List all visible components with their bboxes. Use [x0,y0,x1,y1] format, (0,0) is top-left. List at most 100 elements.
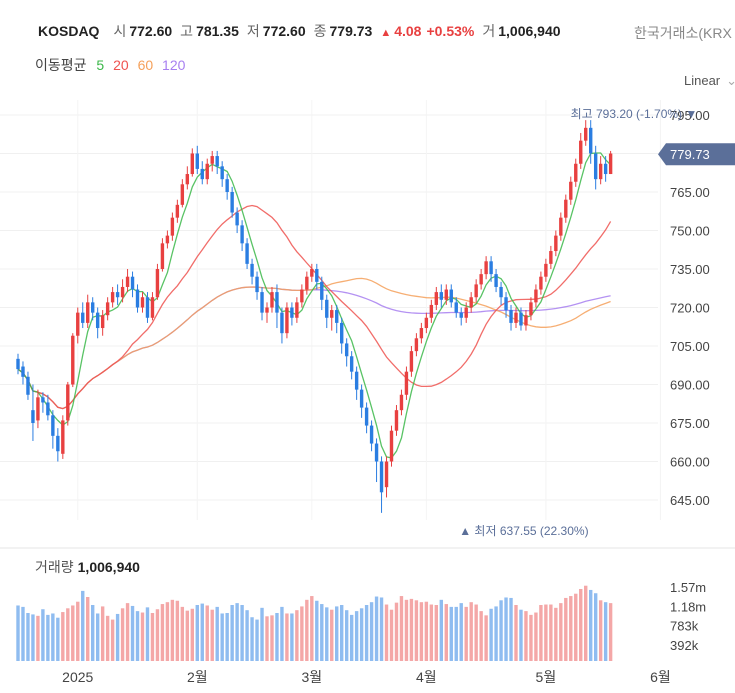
volume-bar [21,606,25,661]
symbol-name[interactable]: KOSDAQ [38,23,100,39]
volume-bar [86,597,90,661]
volume-tick-label: 783k [670,619,699,634]
volume-bar [464,606,468,661]
volume-bar [608,603,613,661]
candle-body [459,312,463,318]
volume-bar [81,590,85,661]
volume-bar [105,615,110,661]
volume-bar [61,612,65,661]
volume-bar [489,608,493,661]
volume-bar [454,606,458,661]
candle-body [170,217,175,236]
volume-bar [524,611,528,661]
candle-body [364,407,369,426]
candle-body [215,156,219,167]
volume-bar [479,611,483,661]
volume-bar [434,605,439,661]
volume-bar [325,607,329,661]
candle-body [409,351,414,372]
volume-bar [135,611,140,661]
candle-body [335,310,339,323]
volume-bar [175,600,180,661]
candle-body [344,343,349,357]
candle-body [41,397,45,403]
price-tick-label: 690.00 [670,378,710,393]
candle-body [220,166,224,180]
price-tick-label: 750.00 [670,224,710,239]
scale-mode-label: Linear [684,73,721,88]
volume-bar [519,609,523,661]
low-label: 저 [246,23,260,39]
change-up-icon: ▲ [380,27,392,39]
moving-average-legend[interactable]: 이동평균 5 20 60 120 [35,55,185,75]
candle-body [569,181,573,200]
candle-body [554,235,558,252]
candle-body [255,276,259,293]
volume-bar [215,606,219,661]
volume-value: 1,006,940 [498,23,561,39]
candle-body [564,199,568,218]
volume-bar [51,613,55,661]
candle-body [270,292,274,308]
volume-bar [265,616,269,661]
candle-body [603,163,608,175]
x-tick-label: 2025 [62,669,93,685]
candle-body [160,243,165,269]
volume-bar [185,610,190,661]
volume-bar [598,600,603,661]
ma-5-label: 5 [96,57,105,73]
last-price-tag [658,143,735,166]
candle-body [354,371,359,390]
volume-bar [170,599,175,661]
ma-60-line [17,277,611,410]
candle-body [330,310,334,318]
price-tick-label: 720.00 [670,301,710,316]
chevron-down-icon: ⌄ [726,73,735,88]
volume-bar [250,617,254,661]
volume-bar [310,596,314,661]
candle-body [235,212,239,226]
candle-body [444,289,448,300]
candle-body [369,425,374,444]
high-price-marker: 최고 793.20 (-1.70%) ▼ [571,107,698,121]
candle-body [175,204,180,218]
candle-body [91,302,95,313]
candle-body [145,297,150,318]
scale-mode-dropdown[interactable]: Linear ⌄ [684,73,735,89]
candle-body [539,276,543,290]
volume-bar [41,609,45,661]
candle-body [230,192,234,213]
volume-bar [125,603,130,661]
high-label: 고 [180,23,194,39]
candle-body [310,269,314,277]
volume-bar [384,604,389,661]
volume-bar [115,613,120,661]
candle-body [115,292,120,298]
chart-header: KOSDAQ 시 772.60 고 781.35 저 772.60 종 779.… [0,0,735,90]
volume-bar [100,606,105,661]
change-percent: +0.53% [426,23,475,39]
volume-bar [275,613,279,661]
volume-bar [549,604,553,661]
candle-body [66,384,70,421]
volume-bar [564,597,568,661]
volume-bar [305,599,309,661]
candle-body [105,302,110,316]
candle-body [464,307,468,318]
volume-bar [76,601,80,661]
high-value: 781.35 [196,23,239,39]
volume-bar [290,613,294,661]
candle-body [394,410,399,431]
candle-body [21,366,25,377]
candle-body [449,289,453,303]
volume-bar [235,603,239,661]
price-tick-label: 795.00 [670,108,710,123]
candle-body [424,317,429,329]
volume-bar [364,605,369,661]
candle-body [544,263,548,277]
volume-panel-label: 거래량 1,006,940 [35,557,140,577]
candle-body [300,289,304,303]
candle-body [130,276,135,290]
volume-bar [379,597,384,661]
